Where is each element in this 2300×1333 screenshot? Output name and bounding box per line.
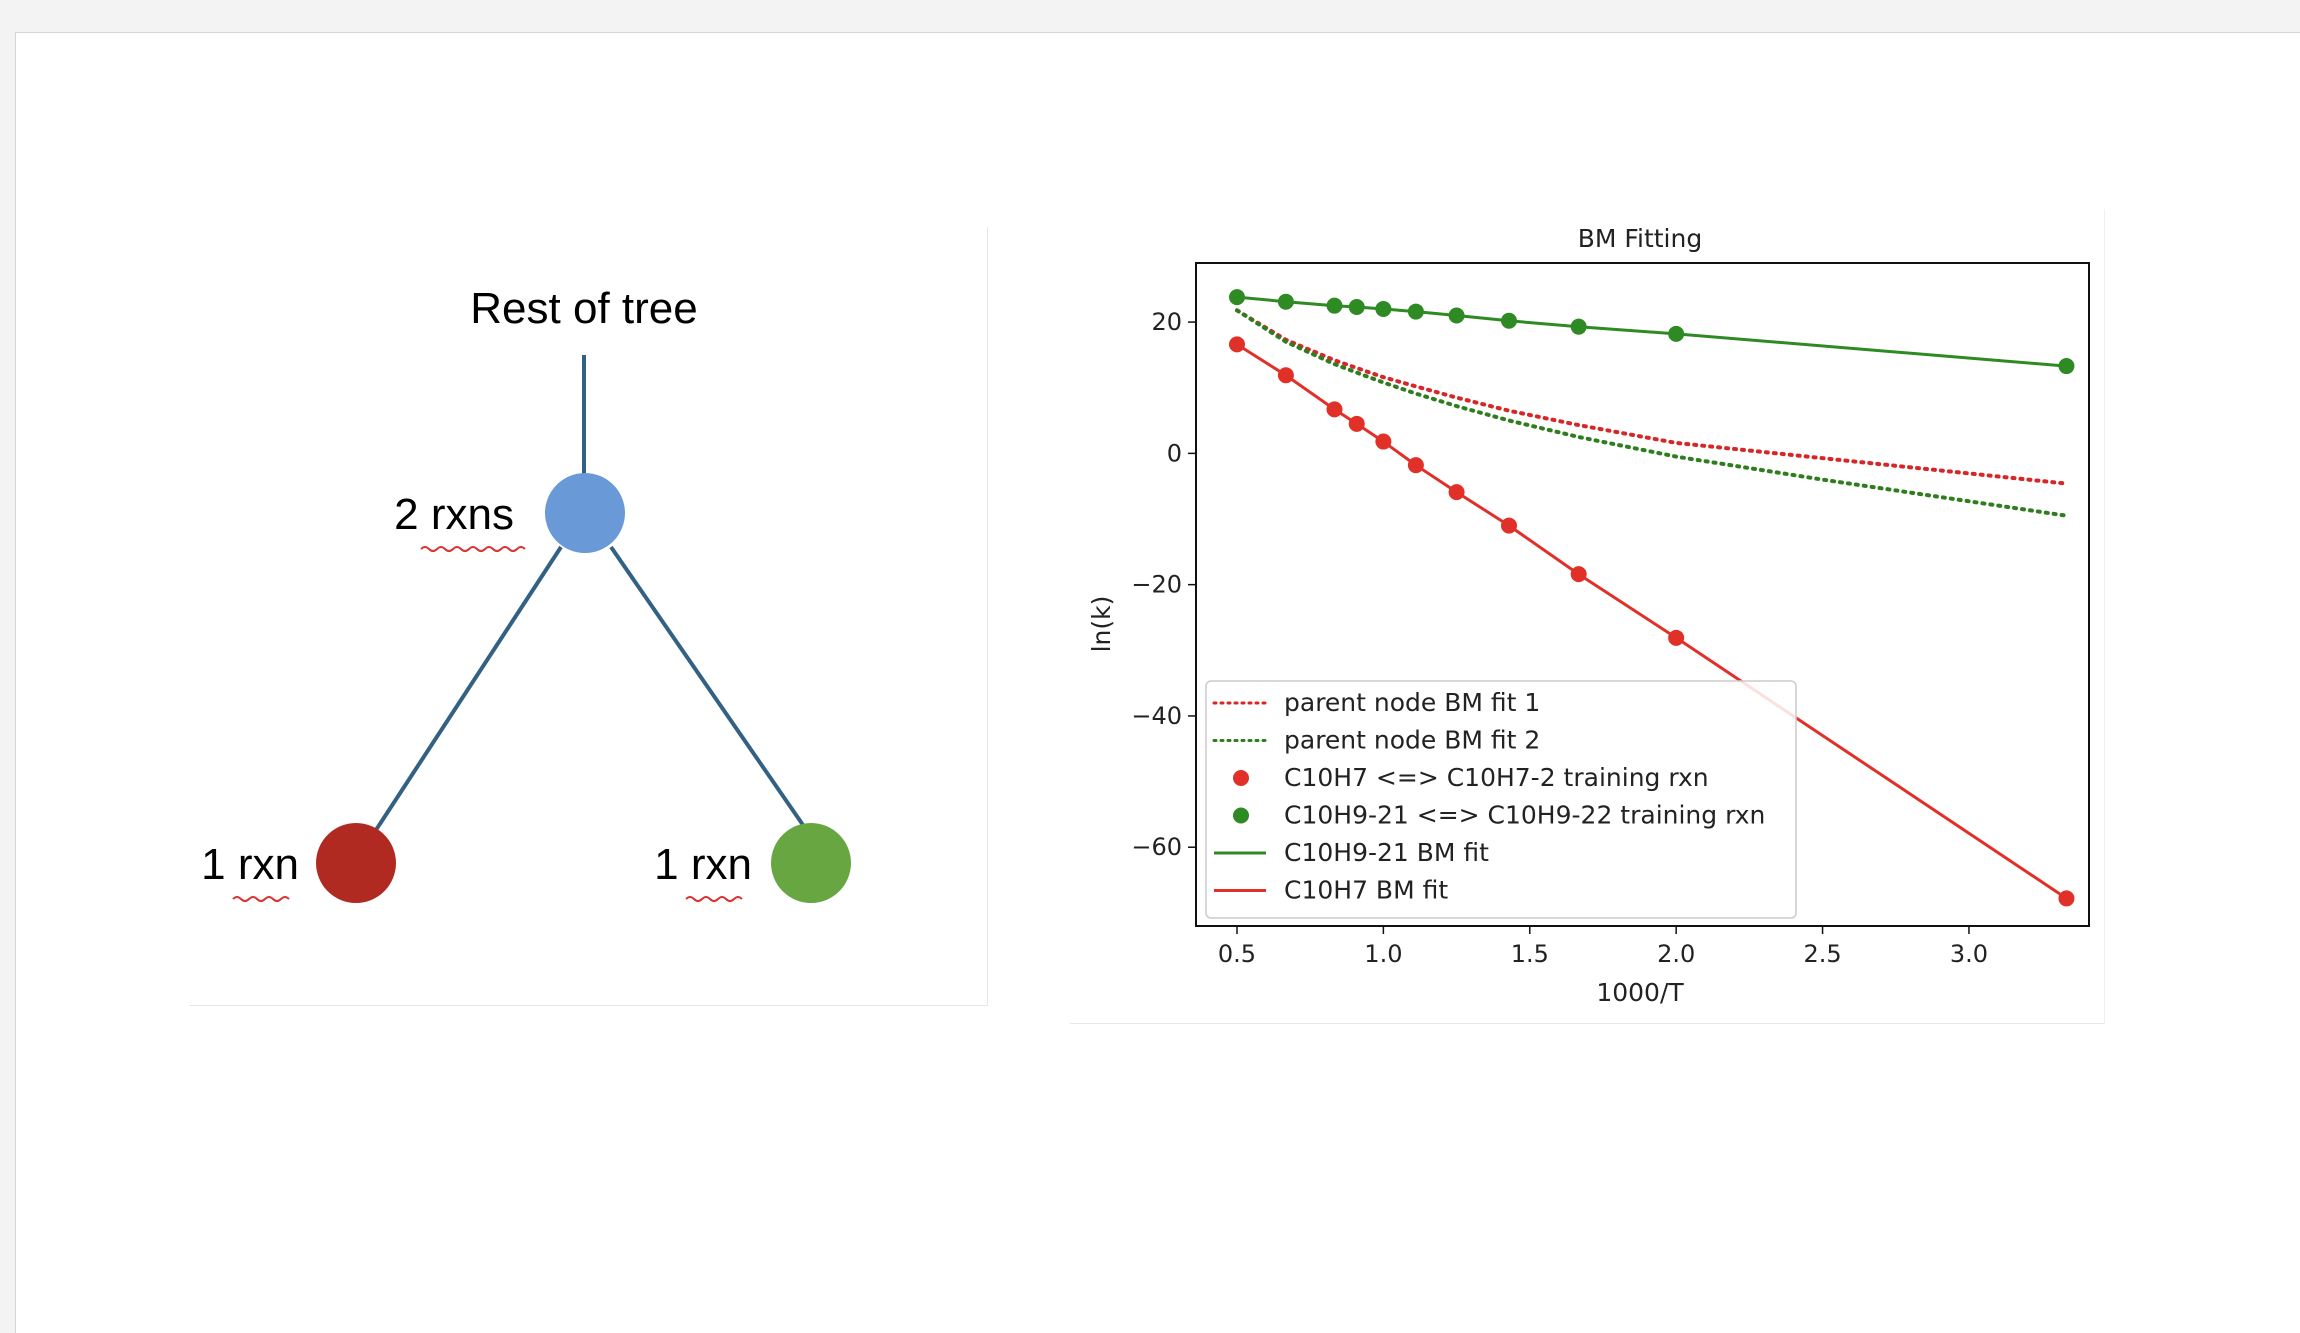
x-tick-label: 2.0 <box>1657 940 1695 968</box>
data-point-c10h7-c10h7-2-training-rxn <box>1375 433 1392 450</box>
data-point-c10h7-c10h7-2-training-rxn <box>1407 457 1424 474</box>
x-tick-label: 0.5 <box>1218 940 1256 968</box>
tree-diagram: Rest of tree 2 rxns 1 rxn 1 rxn <box>201 284 851 903</box>
data-point-c10h7-c10h7-2-training-rxn <box>2058 890 2075 907</box>
x-tick-label: 3.0 <box>1950 940 1988 968</box>
x-tick-label: 2.5 <box>1803 940 1841 968</box>
chart-panel: BM Fitting 0.5 1.0 1.5 2.0 2.5 3.0 20 0 −20 −40 −6… <box>1070 209 2105 1024</box>
y-tick-label: 20 <box>1151 308 1182 336</box>
data-point-c10h9-21-c10h9-22-training-rxn <box>1500 312 1517 329</box>
parent-node <box>545 473 625 553</box>
legend-entry-label: parent node BM fit 1 <box>1284 688 1540 717</box>
right-child-node <box>771 823 851 903</box>
series-group <box>1228 289 2075 907</box>
legend-marker-c10h7-c10h7-2-training-rxn <box>1233 770 1249 786</box>
x-axis-title: 1000/T <box>1596 978 1684 1007</box>
legend-entry-label: C10H9-21 BM fit <box>1284 838 1489 867</box>
data-point-c10h9-21-c10h9-22-training-rxn <box>1668 325 1685 342</box>
plot-area: 0.5 1.0 1.5 2.0 2.5 3.0 20 0 −20 −40 −60 <box>1131 262 2090 968</box>
y-axis-title: ln(k) <box>1087 596 1116 653</box>
legend: parent node BM fit 1 parent node BM fit 2… <box>1205 680 1797 919</box>
data-point-c10h7-c10h7-2-training-rxn <box>1570 566 1587 583</box>
data-point-c10h7-c10h7-2-training-rxn <box>1348 415 1365 432</box>
plot-frame <box>1195 262 2090 927</box>
tree-diagram-panel: Rest of tree 2 rxns 1 rxn 1 rxn <box>189 227 988 1006</box>
data-point-c10h7-c10h7-2-training-rxn <box>1668 629 1685 646</box>
bm-fitting-chart: BM Fitting 0.5 1.0 1.5 2.0 2.5 3.0 20 0 −20 −40 −6… <box>1087 224 2090 1007</box>
data-point-c10h7-c10h7-2-training-rxn <box>1326 401 1343 418</box>
chart-title: BM Fitting <box>1578 224 1702 253</box>
data-point-c10h9-21-c10h9-22-training-rxn <box>1228 289 1245 306</box>
data-point-c10h9-21-c10h9-22-training-rxn <box>1277 293 1294 310</box>
left-child-node <box>316 823 396 903</box>
x-tick-label: 1.5 <box>1511 940 1549 968</box>
data-point-c10h9-21-c10h9-22-training-rxn <box>2058 358 2075 375</box>
y-tick-label: −20 <box>1131 571 1182 599</box>
right-edge <box>609 545 805 827</box>
data-point-c10h7-c10h7-2-training-rxn <box>1500 517 1517 534</box>
y-tick-label: 0 <box>1167 439 1182 467</box>
legend-marker-c10h9-21-c10h9-22-training-rxn <box>1233 807 1249 824</box>
data-point-c10h7-c10h7-2-training-rxn <box>1277 367 1294 384</box>
legend-box <box>1205 680 1797 919</box>
legend-entry-label: C10H7 BM fit <box>1284 876 1448 905</box>
data-point-c10h9-21-c10h9-22-training-rxn <box>1570 318 1587 335</box>
x-tick-label: 1.0 <box>1364 940 1402 968</box>
data-point-c10h7-c10h7-2-training-rxn <box>1228 336 1245 353</box>
spellcheck-underline <box>420 546 526 552</box>
left-edge <box>372 545 563 835</box>
y-tick-label: −60 <box>1131 833 1182 861</box>
left-child-label: 1 rxn <box>201 840 299 889</box>
parent-node-label: 2 rxns <box>394 490 514 539</box>
legend-entry-label: C10H9-21 <=> C10H9-22 training rxn <box>1284 801 1765 830</box>
legend-entry-label: parent node BM fit 2 <box>1284 726 1540 755</box>
right-child-label: 1 rxn <box>654 840 752 889</box>
spellcheck-underline <box>232 896 290 902</box>
data-point-c10h9-21-c10h9-22-training-rxn <box>1348 298 1365 315</box>
slide-canvas: Rest of tree 2 rxns 1 rxn 1 rxn BM Fitti… <box>15 32 2300 1333</box>
root-label: Rest of tree <box>470 284 697 333</box>
data-point-c10h9-21-c10h9-22-training-rxn <box>1326 297 1343 314</box>
data-point-c10h9-21-c10h9-22-training-rxn <box>1407 303 1424 320</box>
data-point-c10h7-c10h7-2-training-rxn <box>1448 484 1465 501</box>
data-point-c10h9-21-c10h9-22-training-rxn <box>1375 300 1392 317</box>
series-line-parent-node-bm-fit-2 <box>1235 308 2069 518</box>
series-line-parent-node-bm-fit-1 <box>1235 308 2069 486</box>
y-tick-label: −40 <box>1131 702 1182 730</box>
legend-entry-label: C10H7 <=> C10H7-2 training rxn <box>1284 763 1709 792</box>
data-point-c10h9-21-c10h9-22-training-rxn <box>1448 307 1465 324</box>
spellcheck-underline <box>685 896 743 902</box>
